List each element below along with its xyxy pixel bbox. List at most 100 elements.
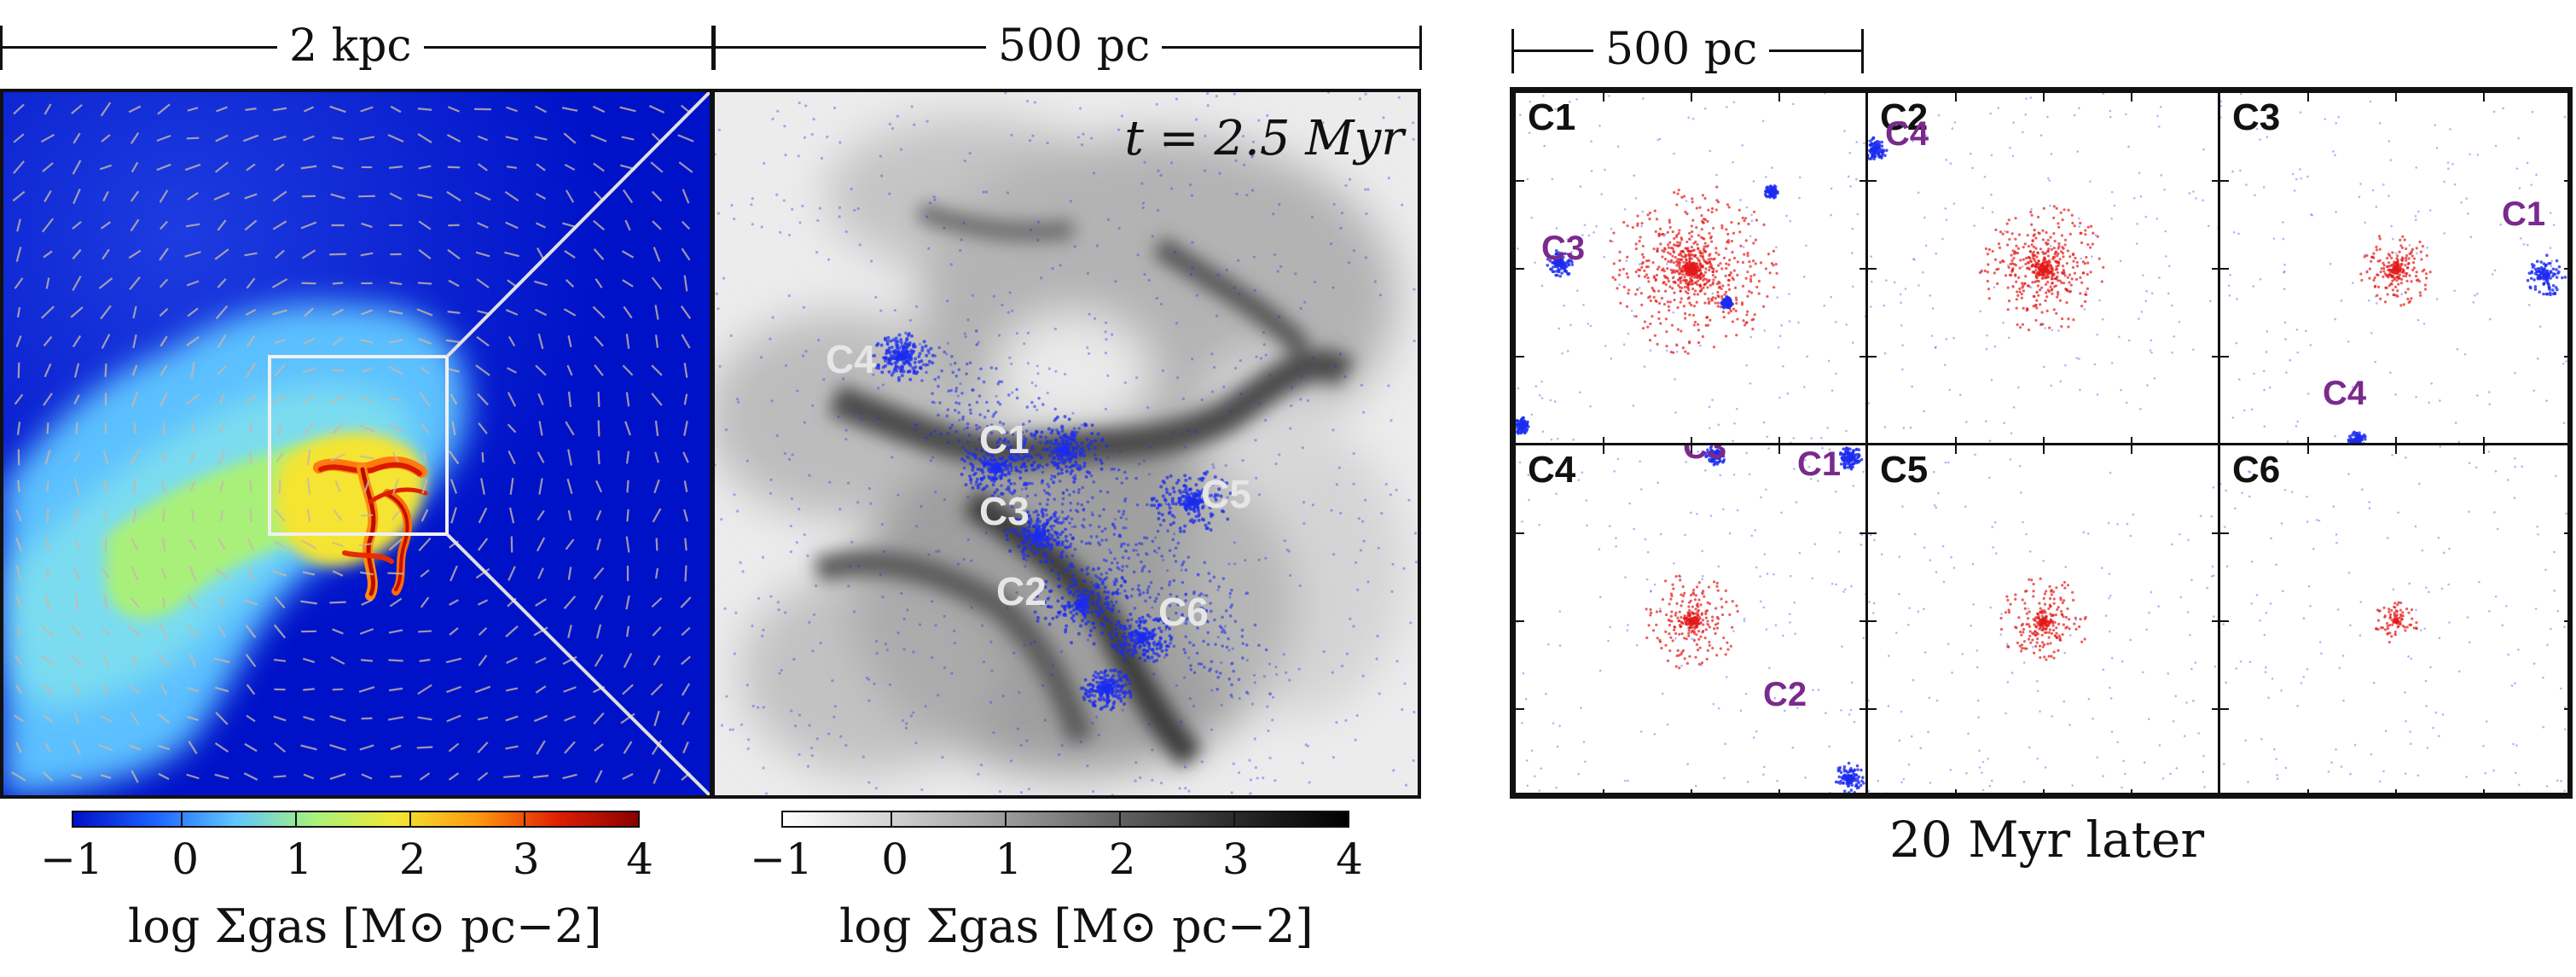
star-particle: [1690, 224, 1693, 228]
star-particle: [1112, 700, 1117, 704]
scalebar-right: 500 pc: [1511, 24, 1866, 79]
velocity-vector: [387, 716, 404, 721]
star-particle: [1572, 438, 1575, 441]
star-particle: [1113, 557, 1117, 561]
velocity-vector: [160, 624, 168, 639]
star-particle: [937, 346, 942, 350]
star-particle: [1698, 262, 1702, 265]
star-particle: [1184, 599, 1187, 602]
star-particle: [1228, 614, 1233, 618]
velocity-vector: [15, 509, 22, 522]
velocity-vector: [418, 630, 432, 633]
star-particle: [1343, 375, 1347, 378]
star-particle: [1103, 602, 1107, 606]
star-particle: [926, 363, 930, 367]
star-particle: [1200, 517, 1204, 521]
star-particle: [1677, 272, 1681, 276]
velocity-vector: [156, 163, 171, 172]
star-particle: [946, 341, 949, 345]
star-particle: [1209, 528, 1213, 532]
star-particle: [913, 123, 916, 126]
velocity-vector: [133, 422, 136, 434]
star-particle: [1012, 651, 1016, 655]
star-particle: [1056, 599, 1060, 603]
star-particle: [1744, 321, 1748, 324]
star-particle: [1220, 703, 1223, 707]
star-particle: [1232, 669, 1236, 673]
star-particle: [975, 427, 978, 431]
star-particle: [1046, 604, 1050, 608]
velocity-vector: [159, 307, 169, 317]
star-particle: [1197, 518, 1201, 522]
star-particle: [993, 474, 997, 478]
star-particle: [1034, 384, 1037, 387]
star-particle: [1043, 600, 1047, 604]
velocity-vector: [273, 135, 287, 142]
star-particle: [1099, 622, 1104, 626]
velocity-vector: [329, 715, 346, 722]
star-particle: [1668, 309, 1671, 312]
star-particle: [937, 550, 941, 553]
star-particle: [1134, 376, 1139, 380]
velocity-vector: [304, 307, 314, 317]
star-particle: [975, 343, 979, 346]
star-particle: [1032, 532, 1036, 537]
star-particle: [960, 457, 964, 462]
star-particle: [1671, 254, 1674, 258]
velocity-vector: [567, 449, 572, 466]
star-particle: [881, 365, 885, 369]
velocity-vector: [626, 509, 629, 522]
star-particle: [1253, 681, 1256, 684]
velocity-vector: [450, 479, 458, 494]
star-particle: [1183, 506, 1187, 510]
star-particle: [1604, 345, 1607, 347]
star-particle: [1752, 210, 1756, 213]
star-particle: [1015, 396, 1019, 400]
star-particle: [798, 713, 802, 717]
star-particle: [1152, 497, 1156, 501]
star-particle: [1049, 431, 1053, 435]
star-particle: [1106, 456, 1110, 459]
velocity-vector: [475, 567, 490, 579]
velocity-vector: [653, 654, 661, 666]
star-particle: [1105, 704, 1109, 708]
star-particle: [838, 141, 842, 144]
star-particle: [1091, 601, 1095, 605]
star-particle: [1720, 267, 1724, 270]
star-particle: [931, 392, 934, 396]
star-particle: [1171, 538, 1175, 542]
velocity-vector: [565, 279, 575, 288]
star-particle: [1155, 647, 1159, 651]
star-particle: [1254, 765, 1257, 770]
star-particle: [1210, 513, 1215, 517]
star-particle: [1031, 540, 1036, 544]
star-particle: [1639, 236, 1642, 239]
star-particle: [1623, 207, 1627, 211]
star-particle: [992, 731, 995, 735]
star-particle: [1703, 270, 1708, 274]
star-particle: [904, 348, 908, 352]
star-particle: [1123, 497, 1128, 501]
velocity-vector: [677, 134, 694, 142]
star-particle: [1245, 591, 1250, 595]
star-particle: [1167, 503, 1171, 507]
star-particle: [1117, 670, 1121, 674]
star-particle: [1691, 282, 1695, 286]
star-particle: [1178, 526, 1182, 531]
velocity-vector: [187, 191, 199, 201]
star-particle: [1038, 502, 1042, 506]
star-particle: [1096, 575, 1099, 579]
star-particle: [1364, 92, 1367, 96]
star-particle: [1142, 653, 1146, 657]
star-particle: [1090, 610, 1094, 614]
star-particle: [1157, 546, 1161, 550]
star-particle: [1201, 504, 1205, 509]
star-particle: [1235, 192, 1239, 195]
star-particle: [968, 408, 972, 412]
star-particle: [1582, 304, 1585, 306]
velocity-vector: [420, 366, 430, 375]
star-particle: [934, 624, 937, 627]
star-particle: [1186, 512, 1191, 516]
velocity-vector: [360, 252, 374, 257]
star-particle: [1642, 255, 1645, 259]
